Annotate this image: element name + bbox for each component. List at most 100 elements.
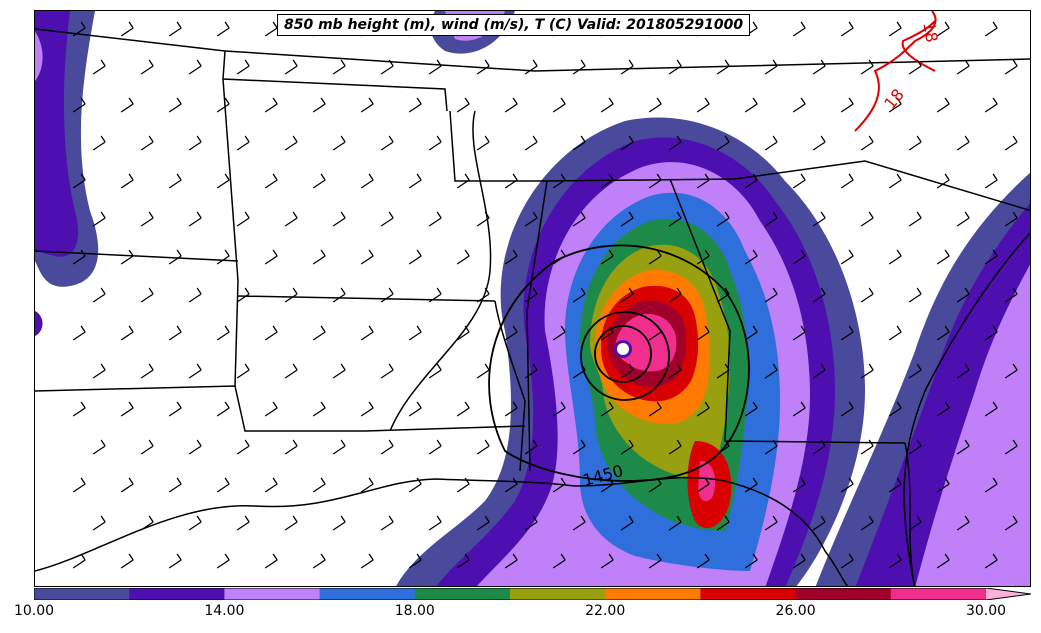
wind-barb bbox=[120, 553, 134, 569]
wind-barb bbox=[236, 515, 250, 531]
wind-barb bbox=[908, 363, 922, 379]
wind-speed-shading bbox=[35, 11, 1030, 586]
wind-barb bbox=[456, 173, 470, 189]
colorbar-outline bbox=[34, 588, 1031, 600]
wind-barb bbox=[936, 477, 950, 493]
wind-barb bbox=[168, 21, 182, 37]
wind-barb bbox=[648, 401, 662, 417]
wind-barb bbox=[264, 97, 278, 113]
colorbar-bin bbox=[795, 588, 892, 600]
wind-barb bbox=[360, 97, 374, 113]
wind-barb bbox=[72, 21, 86, 37]
wind-barb bbox=[456, 477, 470, 493]
colorbar-tick-label: 10.00 bbox=[13, 603, 55, 619]
wind-barb bbox=[360, 477, 374, 493]
wind-barb bbox=[888, 97, 902, 113]
wind-barb bbox=[984, 401, 998, 417]
wind-barb bbox=[264, 249, 278, 265]
wind-barb bbox=[552, 249, 566, 265]
wind-barb bbox=[236, 59, 250, 75]
wind-barb bbox=[860, 135, 874, 151]
wind-barb bbox=[764, 287, 778, 303]
wind-barb bbox=[936, 21, 950, 37]
wind-barb bbox=[168, 477, 182, 493]
wind-barb bbox=[216, 325, 230, 341]
wind-barb bbox=[408, 553, 422, 569]
wind-barb bbox=[572, 135, 586, 151]
wind-barb bbox=[216, 553, 230, 569]
wind-barb bbox=[168, 173, 182, 189]
wind-barb bbox=[92, 211, 106, 227]
wind-barb bbox=[408, 325, 422, 341]
wind-barb bbox=[312, 97, 326, 113]
wind-barb bbox=[812, 515, 826, 531]
wind-barb bbox=[572, 211, 586, 227]
wind-barb bbox=[696, 553, 710, 569]
wind-barb bbox=[716, 439, 730, 455]
wind-barb bbox=[716, 135, 730, 151]
wind-barb bbox=[140, 211, 154, 227]
wind-barb bbox=[744, 97, 758, 113]
wind-barb bbox=[188, 211, 202, 227]
wind-barb bbox=[380, 211, 394, 227]
wind-barb bbox=[888, 21, 902, 37]
wind-barb bbox=[620, 135, 634, 151]
wind-barb bbox=[812, 135, 826, 151]
wind-barb bbox=[792, 21, 806, 37]
wind-barb bbox=[936, 325, 950, 341]
wind-barb bbox=[140, 363, 154, 379]
wind-barb bbox=[216, 173, 230, 189]
wind-barb bbox=[840, 553, 854, 569]
wind-barb bbox=[236, 211, 250, 227]
wind-barb bbox=[696, 249, 710, 265]
wind-barb bbox=[120, 401, 134, 417]
wind-barb bbox=[860, 439, 874, 455]
wind-barb bbox=[264, 325, 278, 341]
wind-barb bbox=[552, 173, 566, 189]
wind-barb bbox=[92, 515, 106, 531]
wind-barb bbox=[620, 363, 634, 379]
wind-barb bbox=[956, 515, 970, 531]
wind-barb bbox=[428, 211, 442, 227]
wind-barb bbox=[648, 173, 662, 189]
wind-barb bbox=[792, 97, 806, 113]
wind-barb bbox=[332, 59, 346, 75]
wind-barb bbox=[120, 21, 134, 37]
wind-barb bbox=[188, 439, 202, 455]
wind-barb bbox=[428, 363, 442, 379]
wind-barb bbox=[236, 135, 250, 151]
wind-barb bbox=[860, 59, 874, 75]
wind-barb bbox=[792, 249, 806, 265]
wind-barb bbox=[668, 135, 682, 151]
wind-barb bbox=[188, 287, 202, 303]
wind-barb bbox=[264, 173, 278, 189]
wind-barb bbox=[264, 21, 278, 37]
wind-barb bbox=[168, 97, 182, 113]
wind-barb bbox=[984, 21, 998, 37]
wind-barb bbox=[188, 363, 202, 379]
colorbar-tick-label: 14.00 bbox=[204, 603, 245, 619]
wind-barb bbox=[620, 439, 634, 455]
wind-barb bbox=[428, 135, 442, 151]
wind-barb bbox=[1004, 515, 1018, 531]
wind-barb bbox=[620, 287, 634, 303]
wind-barb bbox=[504, 477, 518, 493]
wind-barb bbox=[312, 325, 326, 341]
wind-barb bbox=[716, 59, 730, 75]
wind-barb bbox=[408, 97, 422, 113]
wind-barb bbox=[600, 325, 614, 341]
wind-barb bbox=[524, 515, 538, 531]
wind-barb bbox=[552, 401, 566, 417]
wind-barb bbox=[572, 439, 586, 455]
wind-barb bbox=[456, 553, 470, 569]
wind-barb bbox=[284, 59, 298, 75]
wind-barb bbox=[284, 211, 298, 227]
wind-barb bbox=[380, 515, 394, 531]
wind-barb bbox=[476, 135, 490, 151]
wind-barb bbox=[312, 553, 326, 569]
colorbar-bin bbox=[224, 588, 321, 600]
wind-barb bbox=[984, 325, 998, 341]
wind-barb bbox=[716, 515, 730, 531]
wind-barb bbox=[696, 401, 710, 417]
wind-barb bbox=[428, 515, 442, 531]
